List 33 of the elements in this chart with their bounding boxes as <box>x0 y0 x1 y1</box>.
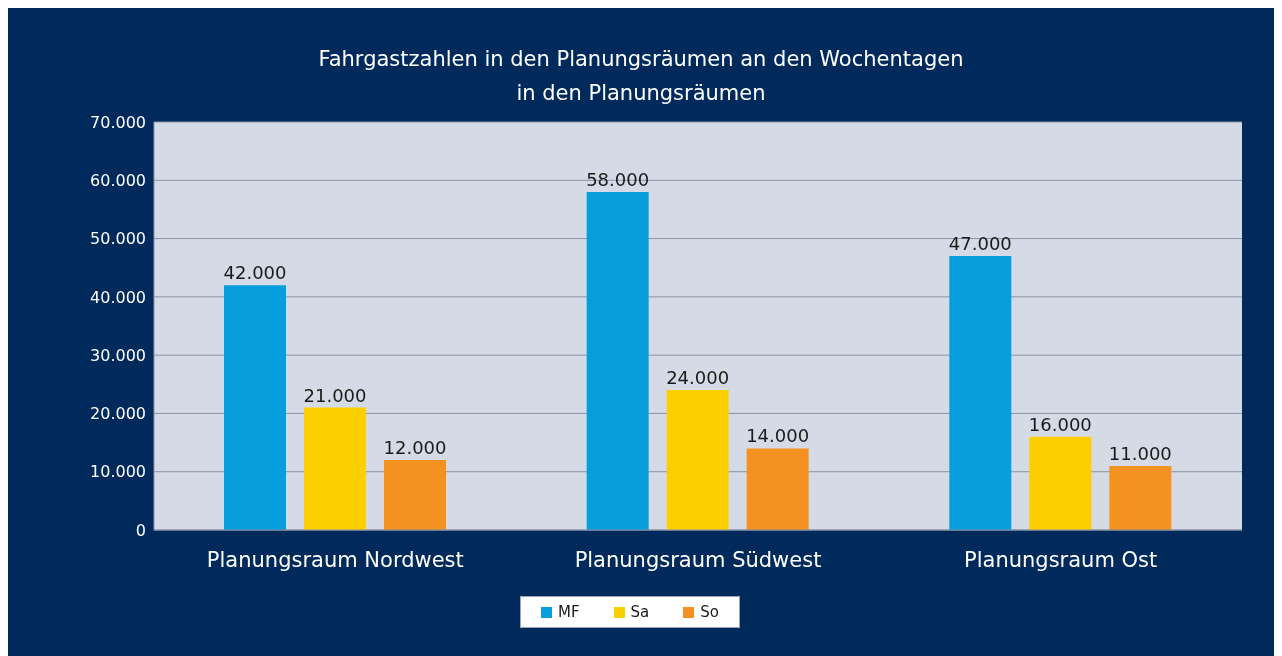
bar <box>304 407 366 530</box>
data-label: 14.000 <box>746 425 810 447</box>
bar <box>1029 436 1092 530</box>
y-tick-label: 10.000 <box>90 462 146 482</box>
x-tick-label: Planungsraum Südwest <box>574 547 822 572</box>
data-label: 11.000 <box>1108 442 1172 464</box>
bar <box>224 285 286 530</box>
legend-label: So <box>699 603 719 621</box>
y-tick-label: 20.000 <box>90 404 146 424</box>
data-label: 58.000 <box>586 168 650 190</box>
y-tick-label: 0 <box>135 520 146 540</box>
data-label: 47.000 <box>948 233 1012 255</box>
legend-label: MF <box>557 603 580 621</box>
x-tick-label: Planungsraum Ost <box>964 547 1158 572</box>
y-tick-label: 50.000 <box>90 229 146 249</box>
data-label: 24.000 <box>666 367 730 389</box>
y-tick-label: 30.000 <box>90 345 146 365</box>
bar <box>1109 465 1172 530</box>
bar <box>586 191 649 530</box>
chart-title: Fahrgastzahlen in den Planungsräumen an den Wochentagen in den Planungsräumen <box>317 46 965 107</box>
bar <box>949 256 1012 530</box>
bar <box>666 390 729 530</box>
data-label: 21.000 <box>303 384 367 406</box>
data-label: 12.000 <box>383 437 447 459</box>
x-tick-label: Planungsraum Nordwest <box>206 547 464 572</box>
y-tick-label: 60.000 <box>90 170 146 190</box>
y-tick-label: 40.000 <box>90 287 146 307</box>
bar <box>746 448 809 530</box>
data-label: 16.000 <box>1028 413 1092 435</box>
bar <box>384 460 446 530</box>
data-label: 42.000 <box>223 262 287 284</box>
legend-label: Sa <box>629 603 650 621</box>
y-tick-label: 70.000 <box>90 112 146 132</box>
